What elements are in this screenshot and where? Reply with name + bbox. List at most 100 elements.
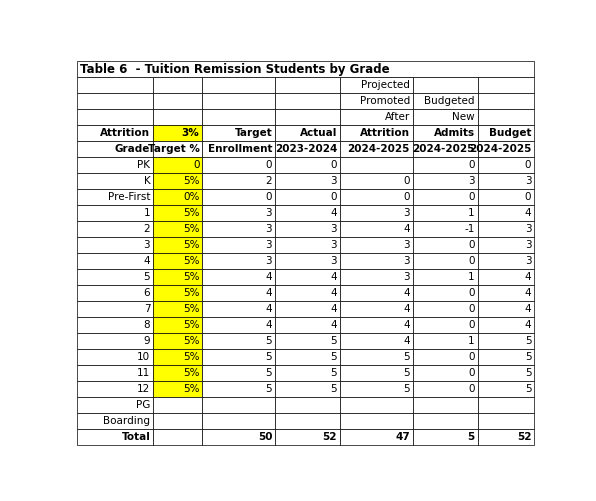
Bar [340,365,412,381]
Bar [153,205,202,221]
Bar [477,173,534,189]
Text: 5: 5 [330,336,337,346]
Text: 4: 4 [144,256,150,266]
Bar [275,349,340,365]
Bar [340,109,412,125]
Bar [340,381,412,397]
Bar [275,221,340,237]
Bar [153,333,202,349]
Bar [340,349,412,365]
Text: 4: 4 [524,304,531,314]
Bar [477,317,534,333]
Text: 3: 3 [524,176,531,186]
Text: 0: 0 [331,192,337,202]
Bar [477,253,534,269]
Bar [77,317,153,333]
Text: 2: 2 [144,224,150,234]
Bar [340,189,412,205]
Bar [153,349,202,365]
Text: Target: Target [234,128,272,138]
Bar [153,189,202,205]
Text: Total: Total [122,432,150,442]
Text: 4: 4 [524,272,531,282]
Text: 3: 3 [403,208,410,218]
Bar [340,205,412,221]
Bar [77,141,153,157]
Text: 4: 4 [403,304,410,314]
Bar [477,205,534,221]
Bar [77,333,153,349]
Bar [202,413,275,429]
Bar [275,301,340,317]
Text: 0: 0 [403,176,410,186]
Bar [412,157,477,173]
Text: 5%: 5% [183,320,200,330]
Text: 4: 4 [330,288,337,298]
Text: Attrition: Attrition [360,128,410,138]
Text: 5: 5 [467,432,475,442]
Text: 3: 3 [266,208,272,218]
Text: 3: 3 [330,240,337,250]
Text: Actual: Actual [300,128,337,138]
Bar [477,221,534,237]
Bar [477,381,534,397]
Bar [202,285,275,301]
Bar [340,93,412,109]
Bar [477,301,534,317]
Text: 3%: 3% [182,128,200,138]
Text: 5%: 5% [183,272,200,282]
Bar [340,221,412,237]
Bar [202,317,275,333]
Text: Grade: Grade [115,144,150,154]
Text: 4: 4 [524,288,531,298]
Bar [477,429,534,445]
Bar [275,109,340,125]
Bar [340,333,412,349]
Bar [275,173,340,189]
Text: 0: 0 [468,352,475,362]
Text: 5: 5 [330,368,337,378]
Text: 3: 3 [330,256,337,266]
Bar [412,413,477,429]
Text: 4: 4 [403,336,410,346]
Bar [77,77,153,93]
Text: 4: 4 [330,304,337,314]
Bar [477,349,534,365]
Text: 2024-2025: 2024-2025 [412,144,475,154]
Text: 1: 1 [144,208,150,218]
Bar [477,109,534,125]
Bar [412,397,477,413]
Bar [202,189,275,205]
Text: Table 6  - Tuition Remission Students by Grade: Table 6 - Tuition Remission Students by … [80,63,389,76]
Text: 5: 5 [524,384,531,394]
Text: 4: 4 [266,320,272,330]
Bar [412,349,477,365]
Text: Enrollment: Enrollment [207,144,272,154]
Text: 2: 2 [266,176,272,186]
Text: 4: 4 [266,272,272,282]
Bar [477,237,534,253]
Bar [202,381,275,397]
Bar [153,429,202,445]
Bar [77,381,153,397]
Bar [340,397,412,413]
Text: 1: 1 [468,336,475,346]
Text: 4: 4 [403,288,410,298]
Bar [202,333,275,349]
Text: 5: 5 [403,368,410,378]
Text: 5%: 5% [183,240,200,250]
Bar [153,141,202,157]
Text: 0: 0 [403,192,410,202]
Bar [412,173,477,189]
Text: 5%: 5% [183,256,200,266]
Text: 3: 3 [266,224,272,234]
Bar [77,253,153,269]
Text: 5%: 5% [183,352,200,362]
Text: 4: 4 [330,320,337,330]
Bar [275,397,340,413]
Bar [340,141,412,157]
Text: 3: 3 [524,240,531,250]
Bar [275,141,340,157]
Bar [412,189,477,205]
Bar [275,381,340,397]
